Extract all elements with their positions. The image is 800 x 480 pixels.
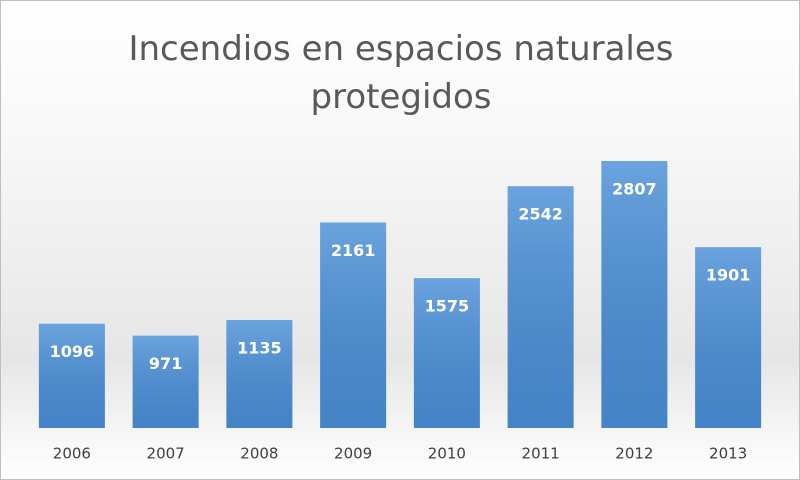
chart-title: Incendios en espacios naturales protegid… bbox=[128, 29, 674, 117]
bar-shade bbox=[320, 222, 387, 428]
value-label: 2161 bbox=[331, 241, 376, 260]
bar-shade bbox=[132, 335, 199, 428]
bar-shade bbox=[695, 247, 762, 428]
bar-shade bbox=[226, 320, 293, 428]
value-label: 2807 bbox=[612, 180, 657, 199]
value-label: 1135 bbox=[237, 339, 282, 358]
bar-shade bbox=[413, 278, 480, 428]
x-tick-label: 2012 bbox=[615, 445, 653, 463]
value-label: 1575 bbox=[425, 297, 470, 316]
x-tick-label: 2011 bbox=[522, 445, 560, 463]
bar-shade bbox=[601, 161, 668, 428]
x-tick-label: 2009 bbox=[334, 445, 372, 463]
value-label: 1901 bbox=[706, 266, 751, 285]
value-label: 2542 bbox=[518, 205, 563, 224]
value-label: 1096 bbox=[50, 342, 95, 361]
x-tick-label: 2013 bbox=[709, 445, 747, 463]
bar-shade bbox=[507, 186, 574, 428]
x-tick-label: 2007 bbox=[147, 445, 185, 463]
x-tick-label: 2010 bbox=[428, 445, 466, 463]
bar-shade bbox=[38, 323, 105, 428]
x-tick-label: 2006 bbox=[53, 445, 91, 463]
value-label: 971 bbox=[149, 354, 182, 373]
x-tick-label: 2008 bbox=[240, 445, 278, 463]
